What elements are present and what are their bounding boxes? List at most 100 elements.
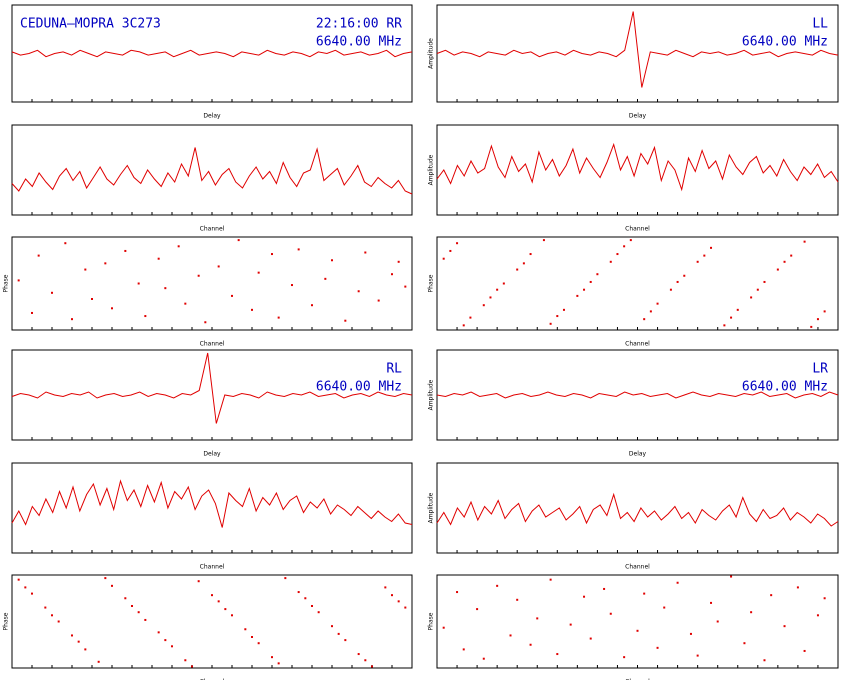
data-line	[436, 11, 839, 88]
data-point	[609, 612, 612, 615]
data-point	[291, 284, 293, 287]
data-point	[124, 597, 127, 600]
data-point	[589, 637, 592, 640]
data-point	[237, 239, 240, 242]
data-point	[111, 584, 113, 587]
plot-frame	[11, 124, 413, 216]
data-point	[703, 254, 706, 257]
polarization-label: 22:16:00 RR	[316, 17, 402, 32]
data-point	[137, 611, 140, 614]
data-point	[231, 294, 233, 297]
data-point	[816, 614, 819, 617]
data-point	[710, 246, 713, 249]
data-point	[144, 618, 147, 621]
data-point	[377, 299, 380, 302]
data-point	[643, 592, 646, 595]
data-point	[84, 268, 87, 271]
panel: Channel Phase	[3, 574, 413, 680]
data-point	[271, 656, 273, 659]
y-axis-label: Phase	[3, 274, 10, 292]
data-point	[191, 665, 193, 668]
data-point	[456, 242, 459, 245]
data-point	[810, 325, 813, 328]
data-point	[676, 581, 679, 584]
data-point	[364, 659, 367, 662]
data-line	[436, 142, 839, 192]
data-point	[783, 625, 786, 628]
data-point	[337, 632, 340, 635]
data-point	[496, 584, 499, 587]
data-point	[97, 660, 100, 663]
x-axis-label: Channel	[625, 679, 650, 680]
data-point	[763, 280, 766, 283]
data-point	[24, 586, 27, 589]
data-point	[583, 288, 586, 291]
data-point	[211, 594, 213, 597]
panel: Channel	[11, 462, 413, 571]
data-point	[803, 649, 806, 652]
data-point	[502, 282, 505, 285]
data-point	[111, 307, 113, 310]
data-point	[736, 308, 739, 311]
frequency-label: 6640.00 MHz	[316, 35, 402, 50]
data-point	[391, 594, 393, 597]
data-point	[51, 614, 53, 617]
data-point	[364, 251, 367, 254]
data-point	[71, 634, 73, 637]
data-point	[224, 608, 227, 611]
data-point	[17, 578, 20, 581]
y-axis-label: Amplitude	[428, 492, 435, 523]
polarization-label: LL	[812, 17, 828, 32]
data-line	[436, 492, 839, 527]
data-point	[217, 265, 220, 268]
data-point	[442, 626, 445, 629]
data-line	[436, 391, 839, 399]
data-point	[529, 253, 532, 256]
data-point	[357, 290, 360, 293]
data-point	[17, 279, 20, 282]
data-point	[297, 591, 300, 594]
data-point	[104, 262, 107, 265]
data-point	[669, 288, 672, 291]
frequency-label: 6640.00 MHz	[316, 380, 402, 395]
data-point	[763, 659, 766, 662]
data-point	[84, 648, 87, 651]
data-point	[277, 662, 280, 665]
data-point	[476, 608, 479, 611]
data-point	[790, 254, 793, 257]
data-point	[31, 592, 33, 595]
data-point	[696, 260, 699, 263]
data-point	[31, 311, 33, 314]
data-point	[482, 304, 485, 307]
data-point	[516, 268, 519, 271]
data-point	[643, 318, 646, 321]
x-axis-label: Channel	[625, 226, 650, 233]
data-point	[257, 642, 260, 645]
data-point	[783, 260, 786, 263]
data-point	[589, 280, 592, 283]
data-point	[576, 294, 579, 297]
data-point	[536, 617, 539, 620]
y-axis-label: Amplitude	[428, 379, 435, 410]
data-point	[449, 249, 452, 252]
data-point	[683, 274, 686, 277]
polarization-label: RL	[386, 362, 402, 377]
data-point	[442, 257, 445, 260]
data-point	[311, 605, 313, 607]
data-point	[676, 280, 679, 283]
data-point	[124, 249, 127, 252]
x-axis-label: Delay	[629, 451, 647, 458]
data-point	[304, 597, 307, 600]
data-point	[770, 594, 773, 597]
data-line	[11, 352, 413, 424]
data-point	[710, 601, 713, 604]
data-point	[562, 308, 565, 311]
data-point	[277, 316, 280, 319]
data-point	[716, 620, 719, 623]
data-point	[743, 642, 746, 645]
data-point	[796, 586, 799, 589]
plot-title: CEDUNA–MOPRA 3C273	[20, 17, 161, 32]
data-point	[404, 285, 407, 288]
plot-frame	[436, 124, 839, 216]
